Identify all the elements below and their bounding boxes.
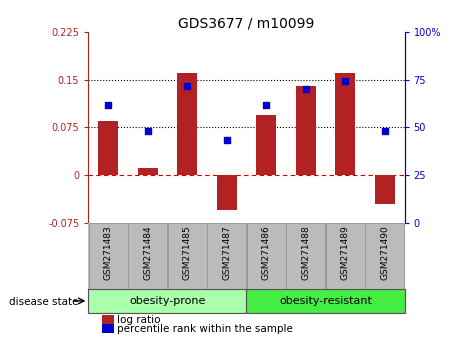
- Bar: [246, 223, 286, 289]
- Bar: [98, 121, 118, 175]
- Text: disease state: disease state: [9, 297, 79, 307]
- Bar: [138, 167, 158, 175]
- Bar: [365, 223, 405, 289]
- Bar: [326, 223, 365, 289]
- Text: GSM271490: GSM271490: [380, 225, 389, 280]
- Text: GSM271483: GSM271483: [104, 225, 113, 280]
- Point: [302, 86, 309, 92]
- Bar: [375, 175, 395, 204]
- Bar: [286, 223, 326, 289]
- Point: [144, 128, 151, 133]
- Point: [381, 128, 389, 133]
- Bar: [256, 115, 276, 175]
- Bar: [296, 86, 316, 175]
- Text: GSM271486: GSM271486: [262, 225, 271, 280]
- Text: obesity-prone: obesity-prone: [129, 296, 206, 306]
- Bar: [128, 223, 167, 289]
- Bar: [88, 289, 246, 313]
- Bar: [177, 73, 197, 175]
- Text: GSM271485: GSM271485: [183, 225, 192, 280]
- Text: GSM271487: GSM271487: [222, 225, 231, 280]
- Text: GSM271489: GSM271489: [341, 225, 350, 280]
- Bar: [246, 289, 405, 313]
- Bar: [167, 223, 207, 289]
- Bar: [335, 73, 355, 175]
- Point: [341, 78, 349, 84]
- Point: [104, 102, 112, 108]
- Point: [183, 83, 191, 89]
- Bar: [88, 223, 128, 289]
- Text: percentile rank within the sample: percentile rank within the sample: [117, 324, 293, 334]
- Text: GSM271484: GSM271484: [143, 225, 152, 280]
- Bar: [207, 223, 246, 289]
- Bar: [217, 175, 237, 210]
- Text: log ratio: log ratio: [117, 315, 161, 325]
- Text: GSM271488: GSM271488: [301, 225, 310, 280]
- Text: obesity-resistant: obesity-resistant: [279, 296, 372, 306]
- Point: [262, 102, 270, 108]
- Point: [223, 137, 230, 143]
- Title: GDS3677 / m10099: GDS3677 / m10099: [178, 17, 315, 31]
